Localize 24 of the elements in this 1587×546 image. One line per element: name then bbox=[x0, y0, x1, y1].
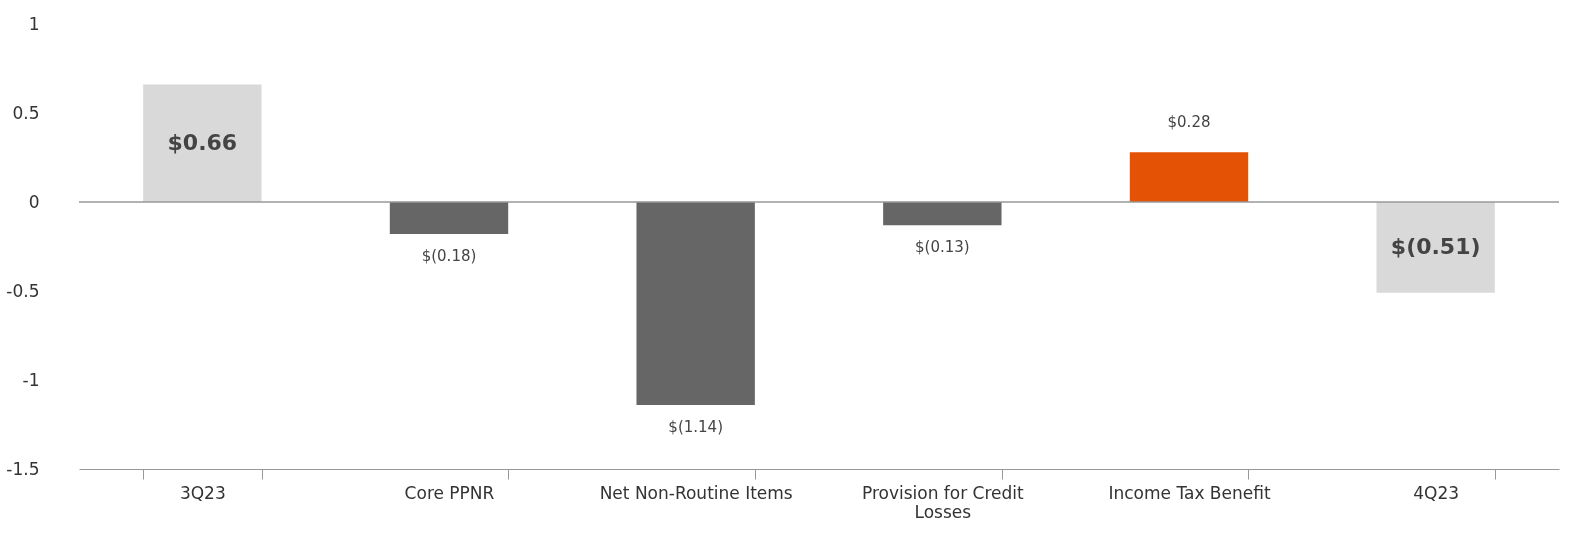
y-tick-label: 0 bbox=[28, 191, 40, 212]
x-tick-label: Core PPNR bbox=[404, 482, 495, 503]
bar bbox=[636, 202, 755, 405]
y-tick-label: 1 bbox=[28, 13, 40, 34]
y-tick-label: 0.5 bbox=[12, 102, 40, 123]
x-tick-label: 4Q23 bbox=[1413, 482, 1460, 503]
data-label: $0.66 bbox=[167, 130, 238, 156]
bar bbox=[1376, 202, 1495, 293]
y-tick-label: -0.5 bbox=[6, 280, 40, 301]
data-label: $(0.13) bbox=[915, 238, 970, 257]
data-label: $0.28 bbox=[1167, 113, 1211, 132]
y-tick-label: -1 bbox=[22, 369, 40, 390]
bar bbox=[1129, 152, 1249, 202]
data-label: $(0.51) bbox=[1390, 234, 1481, 260]
x-tick-label: Net Non-Routine Items bbox=[599, 482, 793, 503]
data-label: $(1.14) bbox=[668, 417, 723, 436]
x-tick-label: Provision for Credit Losses bbox=[861, 482, 1025, 522]
data-label: $(0.18) bbox=[421, 247, 477, 266]
bar bbox=[143, 84, 262, 202]
x-tick-label: 3Q23 bbox=[179, 482, 226, 503]
bar bbox=[389, 202, 509, 235]
y-tick-label: -1.5 bbox=[6, 458, 40, 479]
x-tick-label: Income Tax Benefit bbox=[1108, 482, 1271, 503]
bar bbox=[883, 202, 1002, 226]
